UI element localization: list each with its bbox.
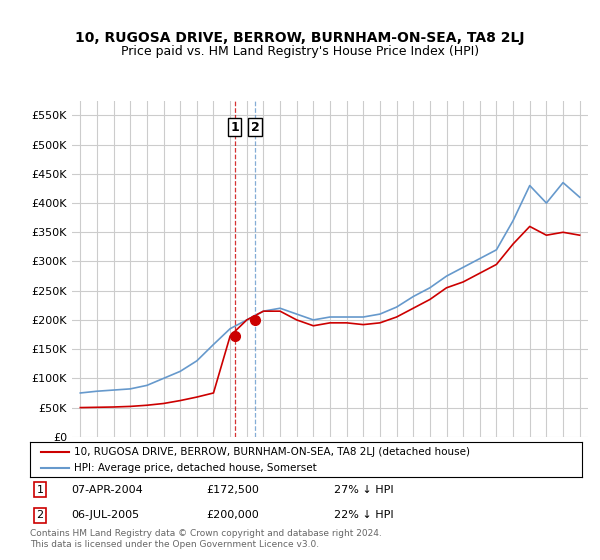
Text: 2: 2 <box>251 120 260 134</box>
Text: 07-APR-2004: 07-APR-2004 <box>71 485 143 495</box>
Text: 2: 2 <box>37 510 44 520</box>
Text: £172,500: £172,500 <box>206 485 260 495</box>
Text: 06-JUL-2005: 06-JUL-2005 <box>71 510 140 520</box>
Text: 1: 1 <box>230 120 239 134</box>
Text: Contains HM Land Registry data © Crown copyright and database right 2024.
This d: Contains HM Land Registry data © Crown c… <box>30 529 382 549</box>
Text: £200,000: £200,000 <box>206 510 259 520</box>
Text: 27% ↓ HPI: 27% ↓ HPI <box>334 485 393 495</box>
Text: 10, RUGOSA DRIVE, BERROW, BURNHAM-ON-SEA, TA8 2LJ: 10, RUGOSA DRIVE, BERROW, BURNHAM-ON-SEA… <box>75 31 525 45</box>
Text: HPI: Average price, detached house, Somerset: HPI: Average price, detached house, Some… <box>74 464 317 473</box>
Text: 22% ↓ HPI: 22% ↓ HPI <box>334 510 393 520</box>
Text: Price paid vs. HM Land Registry's House Price Index (HPI): Price paid vs. HM Land Registry's House … <box>121 45 479 58</box>
Text: 10, RUGOSA DRIVE, BERROW, BURNHAM-ON-SEA, TA8 2LJ (detached house): 10, RUGOSA DRIVE, BERROW, BURNHAM-ON-SEA… <box>74 447 470 457</box>
Text: 1: 1 <box>37 485 44 495</box>
